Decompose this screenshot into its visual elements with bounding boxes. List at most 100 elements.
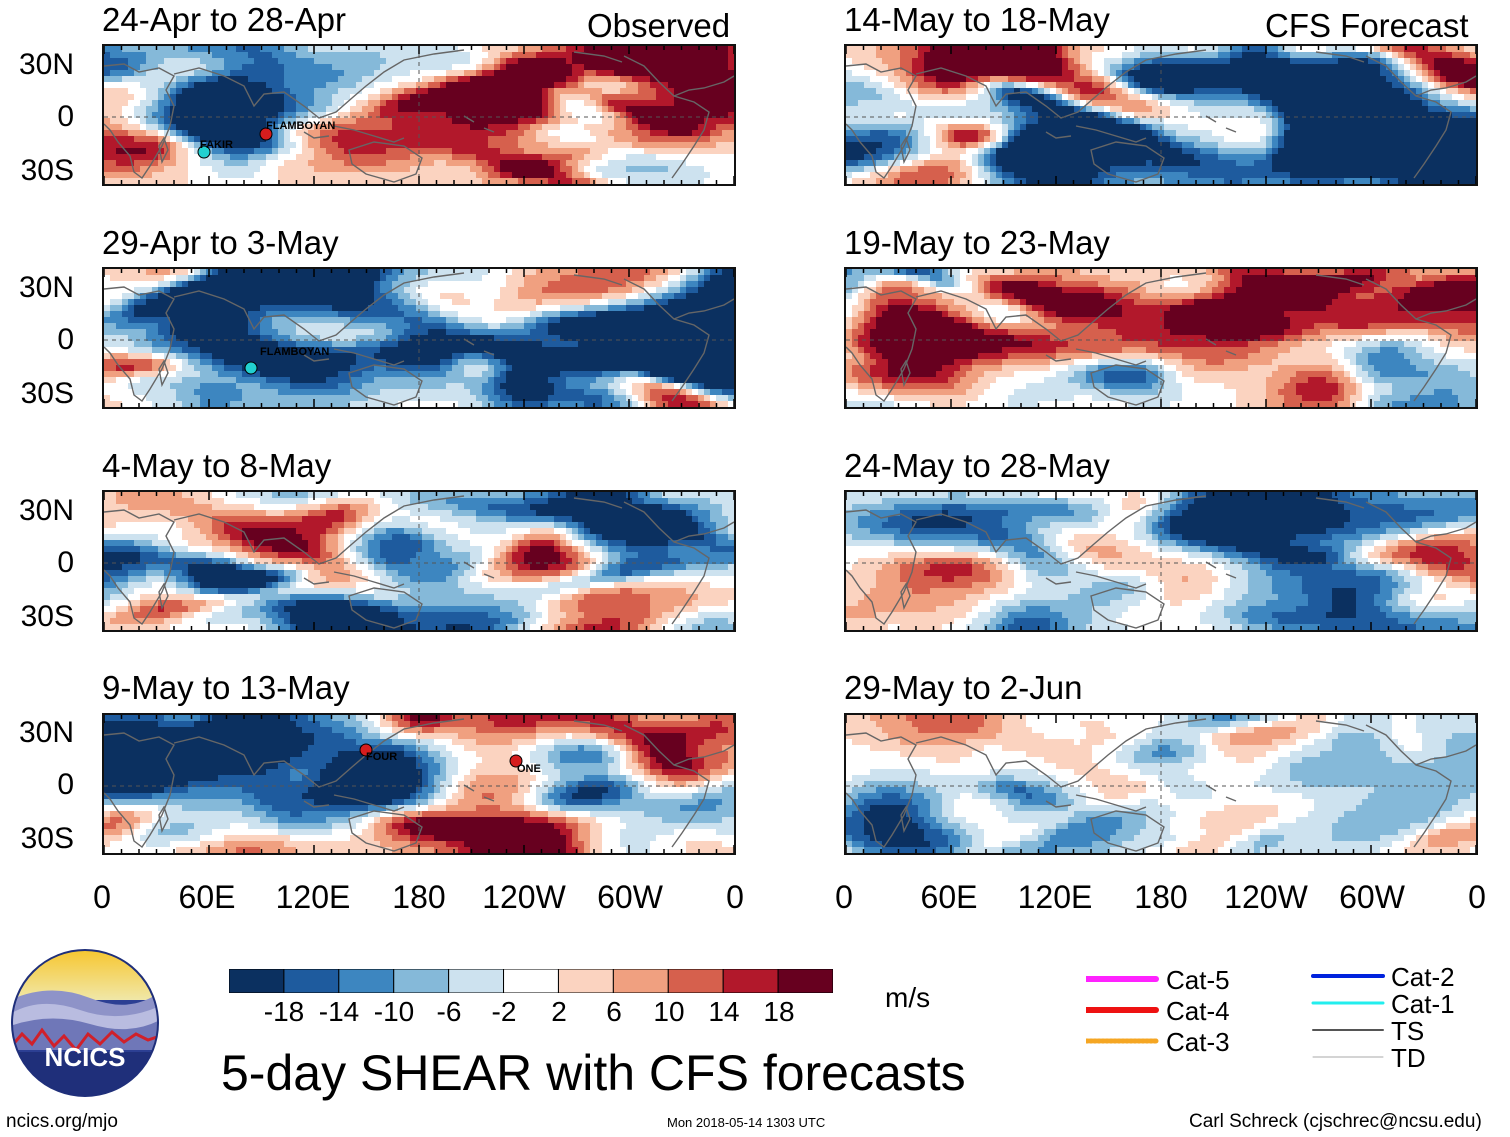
shear-cell — [290, 365, 297, 372]
shear-cell — [320, 329, 327, 336]
shear-cell — [134, 353, 141, 360]
shear-cell — [158, 76, 165, 83]
shear-cell — [344, 293, 351, 300]
shear-cell — [242, 124, 249, 131]
shear-cell — [518, 389, 525, 396]
shear-cell — [248, 311, 255, 318]
shear-cell — [698, 70, 705, 77]
shear-cell — [710, 94, 717, 101]
shear-cell — [440, 76, 447, 83]
shear-cell — [356, 64, 363, 71]
shear-cell — [704, 395, 711, 402]
shear-cell — [116, 323, 123, 330]
shear-cell — [104, 383, 111, 390]
shear-cell — [590, 293, 597, 300]
shear-cell — [518, 178, 525, 184]
shear-cell — [326, 106, 333, 113]
shear-cell — [380, 305, 387, 312]
shear-cell — [530, 299, 537, 306]
shear-cell — [224, 293, 231, 300]
shear-cell — [146, 287, 153, 294]
shear-cell — [134, 269, 141, 276]
shear-cell — [716, 335, 723, 342]
shear-cell — [212, 317, 219, 324]
shear-cell — [146, 148, 153, 155]
shear-cell — [188, 299, 195, 306]
shear-cell — [230, 269, 237, 276]
shear-cell — [512, 281, 519, 288]
shear-cell — [596, 365, 603, 372]
shear-cell — [110, 46, 117, 53]
shear-cell — [188, 94, 195, 101]
shear-cell — [104, 377, 111, 384]
shear-cell — [212, 269, 219, 276]
shear-cell — [686, 178, 693, 184]
shear-cell — [446, 281, 453, 288]
shear-cell — [656, 395, 663, 402]
shear-cell — [428, 82, 435, 89]
shear-cell — [506, 371, 513, 378]
shear-cell — [332, 82, 339, 89]
shear-cell — [158, 365, 165, 372]
shear-cell — [470, 154, 477, 161]
shear-cell — [170, 341, 177, 348]
shear-cell — [644, 299, 651, 306]
shear-cell — [716, 58, 723, 65]
shear-cell — [626, 58, 633, 65]
shear-cell — [368, 329, 375, 336]
shear-cell — [134, 365, 141, 372]
shear-cell — [344, 317, 351, 324]
shear-cell — [692, 154, 699, 161]
shear-cell — [350, 106, 357, 113]
shear-cell — [218, 323, 225, 330]
shear-cell — [224, 395, 231, 402]
shear-cell — [248, 281, 255, 288]
shear-cell — [512, 311, 519, 318]
shear-cell — [188, 377, 195, 384]
shear-cell — [170, 148, 177, 155]
shear-cell — [608, 52, 615, 59]
shear-cell — [662, 106, 669, 113]
shear-cell — [686, 88, 693, 95]
shear-cell — [554, 269, 561, 276]
shear-cell — [644, 275, 651, 282]
shear-cell — [488, 353, 495, 360]
shear-cell — [206, 130, 213, 137]
shear-cell — [524, 118, 531, 125]
shear-cell — [566, 58, 573, 65]
shear-cell — [128, 52, 135, 59]
shear-cell — [632, 94, 639, 101]
shear-cell — [680, 70, 687, 77]
shear-cell — [566, 166, 573, 173]
shear-cell — [326, 299, 333, 306]
shear-cell — [542, 82, 549, 89]
shear-cell — [638, 178, 645, 184]
shear-cell — [320, 287, 327, 294]
shear-cell — [356, 401, 363, 407]
shear-cell — [488, 52, 495, 59]
shear-cell — [578, 395, 585, 402]
shear-cell — [254, 142, 261, 149]
shear-cell — [584, 287, 591, 294]
shear-cell — [332, 311, 339, 318]
shear-cell — [326, 401, 333, 407]
shear-cell — [710, 329, 717, 336]
shear-cell — [164, 335, 171, 342]
shear-cell — [422, 142, 429, 149]
shear-cell — [692, 395, 699, 402]
shear-cell — [140, 178, 147, 184]
shear-cell — [470, 46, 477, 53]
shear-cell — [116, 154, 123, 161]
shear-cell — [230, 383, 237, 390]
shear-cell — [578, 166, 585, 173]
shear-cell — [584, 377, 591, 384]
shear-cell — [230, 287, 237, 294]
shear-cell — [620, 371, 627, 378]
shear-cell — [182, 329, 189, 336]
shear-cell — [176, 76, 183, 83]
shear-cell — [326, 124, 333, 131]
shear-cell — [164, 365, 171, 372]
shear-cell — [728, 178, 734, 184]
shear-cell — [416, 154, 423, 161]
shear-cell — [200, 347, 207, 354]
